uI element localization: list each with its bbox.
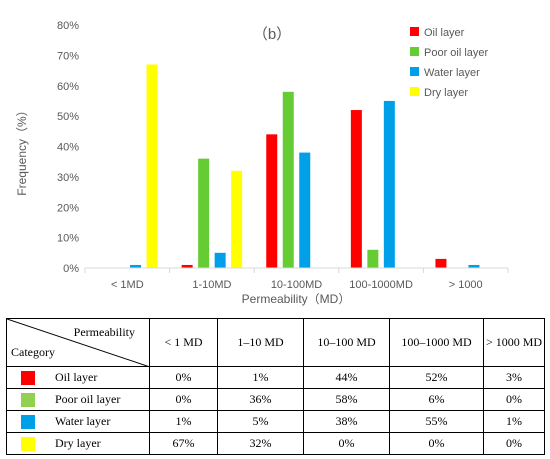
legend: Oil layer Poor oil layer Water layer Dry la… bbox=[410, 27, 489, 99]
table-cell: 1% bbox=[483, 410, 545, 433]
bar bbox=[231, 170, 243, 268]
table-cell: 67% bbox=[149, 432, 218, 455]
legend-label: Poor oil layer bbox=[424, 47, 489, 59]
column-header: 10–100 MD bbox=[303, 318, 390, 367]
bar bbox=[146, 64, 158, 269]
header-permeability: Permeability bbox=[73, 325, 135, 339]
bars bbox=[130, 64, 480, 269]
table-row: Oil layer 0% 1% 44% 52% 3% bbox=[6, 366, 545, 389]
table-cell: 44% bbox=[303, 366, 390, 389]
data-table: Permeability Category < 1 MD 1–10 MD 10–… bbox=[6, 318, 545, 455]
category-swatch bbox=[21, 393, 35, 407]
table-cell: 0% bbox=[483, 388, 545, 411]
table-cell: 0% bbox=[483, 432, 545, 455]
y-tick-label: 70% bbox=[57, 50, 79, 62]
x-axis-ticks bbox=[84, 268, 509, 273]
bar bbox=[350, 110, 362, 268]
category-label: Poor oil layer bbox=[55, 392, 121, 406]
category-label: Water layer bbox=[55, 414, 111, 428]
column-header: 1–10 MD bbox=[217, 318, 304, 367]
bar bbox=[130, 264, 142, 268]
x-tick-label: 10-100MD bbox=[271, 279, 322, 291]
table-cell: 0% bbox=[303, 432, 390, 455]
x-tick-label: 1-10MD bbox=[192, 279, 231, 291]
y-tick-label: 80% bbox=[57, 20, 79, 32]
category-label: Dry layer bbox=[55, 436, 101, 450]
legend-swatch bbox=[410, 67, 419, 76]
table-row: Poor oil layer 0% 36% 58% 6% 0% bbox=[6, 388, 545, 411]
category-label: Oil layer bbox=[55, 370, 98, 384]
y-tick-label: 60% bbox=[57, 81, 79, 93]
legend-swatch bbox=[410, 87, 419, 96]
bar bbox=[282, 91, 294, 268]
x-tick-label: > 1000 bbox=[449, 279, 483, 291]
table-cell: 1% bbox=[217, 366, 304, 389]
bar bbox=[299, 152, 311, 268]
y-tick-label: 30% bbox=[57, 172, 79, 184]
x-axis-categories: < 1MD 1-10MD 10-100MD 100-1000MD > 1000 bbox=[111, 279, 483, 291]
bar bbox=[181, 264, 193, 268]
x-tick-label: < 1MD bbox=[111, 279, 144, 291]
bar bbox=[198, 158, 210, 268]
table-cell: 55% bbox=[389, 410, 484, 433]
table-cell: 52% bbox=[389, 366, 484, 389]
table-header-row: Permeability Category < 1 MD 1–10 MD 10–… bbox=[6, 318, 545, 367]
category-cell: Poor oil layer bbox=[6, 388, 150, 411]
table-cell: 6% bbox=[389, 388, 484, 411]
y-tick-label: 40% bbox=[57, 142, 79, 154]
y-tick-label: 0% bbox=[63, 263, 79, 275]
bar bbox=[367, 249, 379, 268]
table-cell: 32% bbox=[217, 432, 304, 455]
column-header: 100–1000 MD bbox=[389, 318, 484, 367]
table-cell: 36% bbox=[217, 388, 304, 411]
y-tick-label: 50% bbox=[57, 111, 79, 123]
y-axis-ticks: 0% 10% 20% 30% 40% 50% 60% 70% 80% bbox=[57, 20, 79, 275]
y-tick-label: 20% bbox=[57, 202, 79, 214]
bar bbox=[266, 134, 278, 268]
column-header: > 1000 MD bbox=[483, 318, 545, 367]
category-cell: Dry layer bbox=[6, 432, 150, 455]
category-swatch bbox=[21, 371, 35, 385]
column-header: < 1 MD bbox=[149, 318, 218, 367]
header-category: Category bbox=[11, 345, 55, 359]
bar bbox=[383, 100, 395, 268]
table-cell: 1% bbox=[149, 410, 218, 433]
category-cell: Oil layer bbox=[6, 366, 150, 389]
category-swatch bbox=[21, 415, 35, 429]
legend-label: Dry layer bbox=[424, 87, 468, 99]
table-row: Dry layer 67% 32% 0% 0% 0% bbox=[6, 432, 545, 455]
table-body: Oil layer 0% 1% 44% 52% 3% Poor oil layer 0% 36%… bbox=[6, 366, 545, 455]
bar-chart: （b） 0% 10% 20% 30% 40% 50% 60% 70% 80% < 1MD 1-10… bbox=[15, 20, 509, 306]
legend-label: Water layer bbox=[424, 67, 480, 79]
legend-swatch bbox=[410, 47, 419, 56]
category-swatch bbox=[21, 437, 35, 451]
y-axis-label: Frequency（%） bbox=[15, 104, 29, 195]
table-cell: 38% bbox=[303, 410, 390, 433]
table-cell: 5% bbox=[217, 410, 304, 433]
table-row: Water layer 1% 5% 38% 55% 1% bbox=[6, 410, 545, 433]
chart-title: （b） bbox=[253, 26, 291, 43]
table-cell: 58% bbox=[303, 388, 390, 411]
x-axis-label: Permeability（MD） bbox=[242, 292, 351, 306]
table-corner-header: Permeability Category bbox=[6, 318, 150, 367]
bar bbox=[214, 252, 226, 268]
bar bbox=[468, 264, 480, 268]
table-cell: 0% bbox=[149, 388, 218, 411]
table-cell: 0% bbox=[149, 366, 218, 389]
diagonal-divider bbox=[7, 319, 148, 366]
table-cell: 3% bbox=[483, 366, 545, 389]
table-cell: 0% bbox=[389, 432, 484, 455]
legend-label: Oil layer bbox=[424, 27, 465, 39]
y-tick-label: 10% bbox=[57, 233, 79, 245]
x-tick-label: 100-1000MD bbox=[349, 279, 413, 291]
bar bbox=[435, 258, 447, 268]
legend-swatch bbox=[410, 27, 419, 36]
category-cell: Water layer bbox=[6, 410, 150, 433]
